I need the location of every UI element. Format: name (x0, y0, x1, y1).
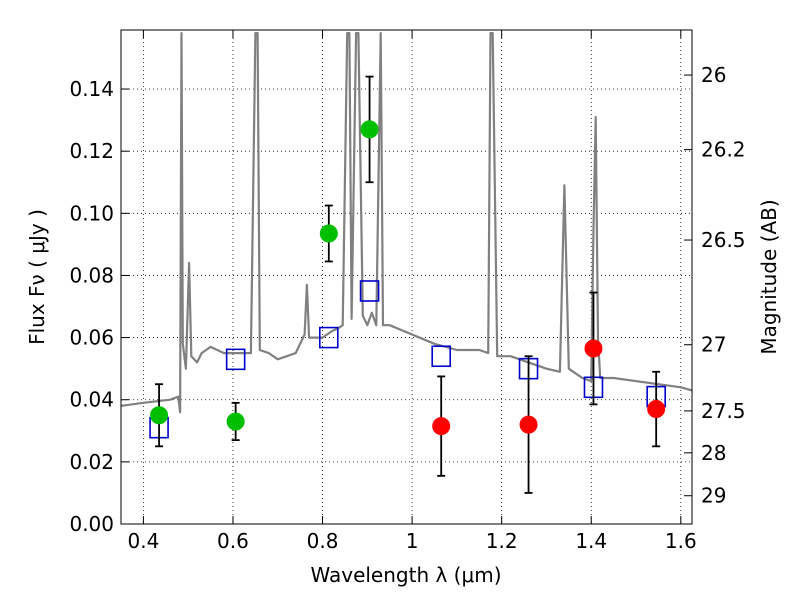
y-tick-label: 0.06 (69, 326, 114, 350)
observed-point (150, 406, 169, 425)
x-axis-ticks: 0.4 0.6 0.8 1 1.2 1.4 1.6 (127, 30, 697, 553)
y-tick-label: 0.14 (69, 77, 114, 101)
magnitude-tick-label: 26.5 (701, 228, 746, 252)
magnitude-axis-ticks: 26 26.2 26.5 27 27.5 28 29 (684, 63, 746, 508)
grid (121, 30, 692, 525)
x-tick-label: 1.4 (575, 529, 607, 553)
magnitude-tick-label: 29 (701, 484, 726, 508)
observed-point (226, 412, 245, 431)
y-tick-label: 0.00 (69, 512, 114, 536)
x-tick-label: 0.4 (127, 529, 159, 553)
magnitude-tick-label: 26 (701, 63, 726, 87)
data-markers (149, 75, 666, 494)
y-tick-label: 0.10 (69, 201, 114, 225)
model-photometry-square (225, 348, 246, 371)
magnitude-tick-label: 28 (701, 441, 726, 465)
x-tick-label: 1.2 (486, 529, 518, 553)
magnitude-axis-label: Magnitude (AB) (757, 199, 781, 354)
observed-point (519, 415, 538, 434)
x-tick-label: 0.8 (307, 529, 339, 553)
y-tick-label: 0.08 (69, 263, 114, 287)
y-axis-label: Flux Fν ( μJy ) (25, 209, 49, 345)
y-axis-ticks: 0.00 0.02 0.04 0.06 0.08 0.10 0.12 0.14 (69, 77, 129, 536)
x-tick-label: 1 (406, 529, 419, 553)
magnitude-tick-label: 27.5 (701, 399, 746, 423)
y-tick-label: 0.02 (69, 450, 114, 474)
x-axis-label: Wavelength λ (μm) (310, 563, 501, 587)
model-photometry-square (359, 280, 380, 302)
magnitude-tick-label: 26.2 (701, 138, 746, 162)
observed-point (432, 417, 451, 436)
magnitude-tick-label: 27 (701, 333, 726, 357)
y-tick-label: 0.12 (69, 139, 114, 163)
x-tick-label: 0.6 (217, 529, 249, 553)
x-tick-label: 1.6 (665, 529, 697, 553)
observed-point (319, 224, 338, 243)
observed-point (360, 120, 379, 139)
model-photometry-square (431, 345, 452, 368)
model-spectrum-line (121, 32, 692, 414)
y-tick-label: 0.04 (69, 388, 114, 412)
model-photometry-square (318, 326, 339, 349)
observed-point (584, 339, 603, 358)
observed-point (647, 400, 666, 419)
plot-area (121, 32, 692, 494)
plot-frame (120, 29, 693, 525)
